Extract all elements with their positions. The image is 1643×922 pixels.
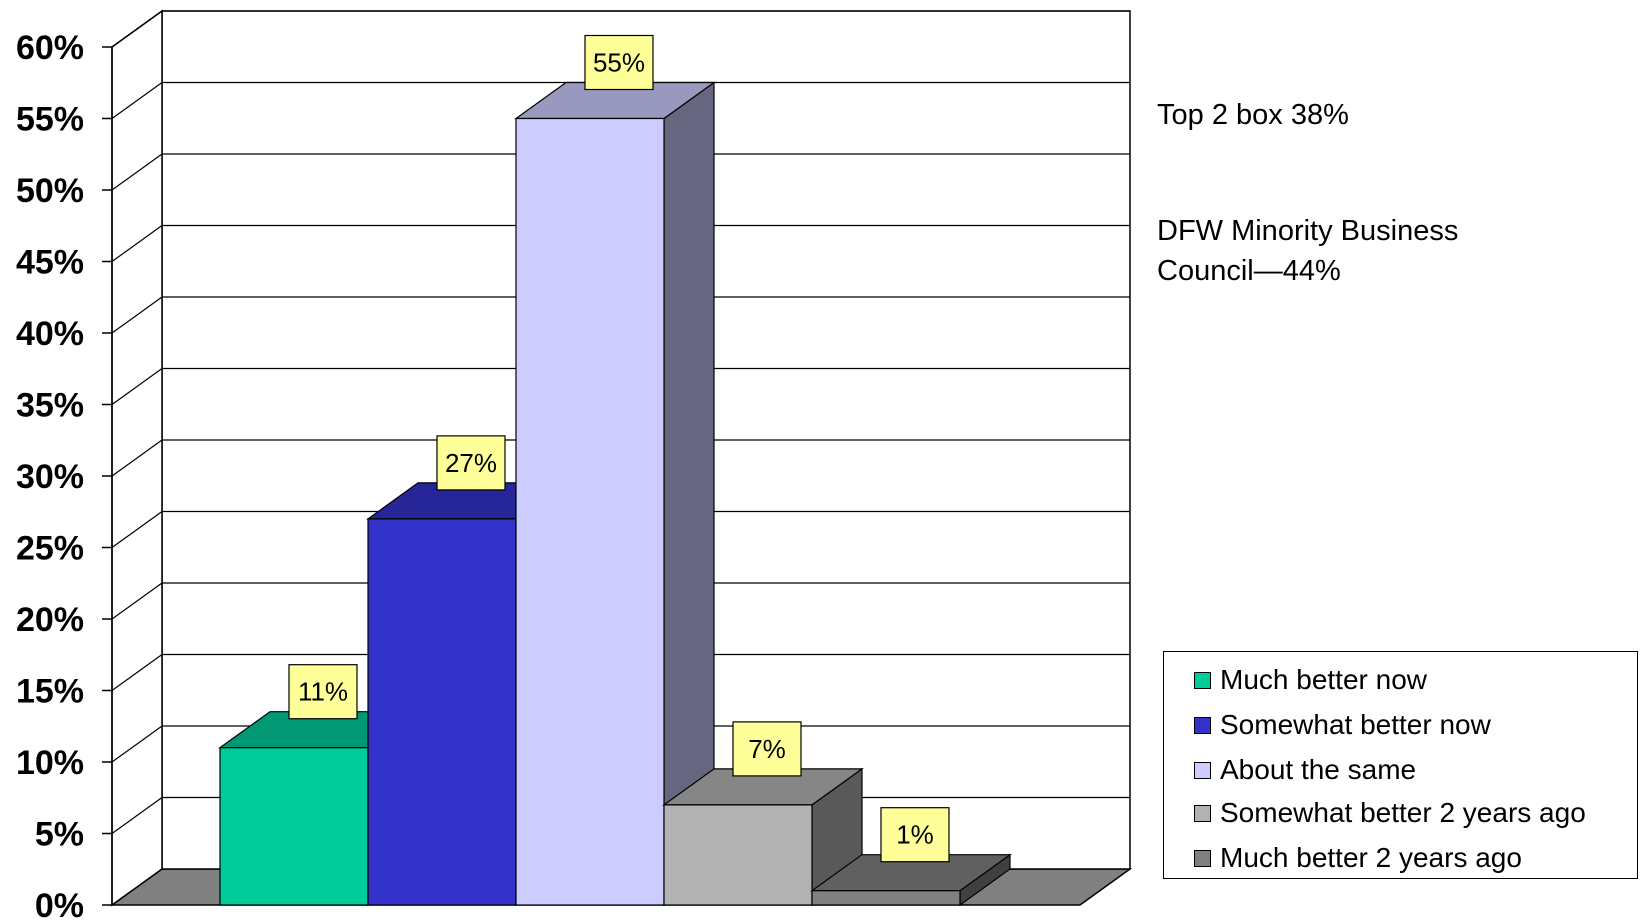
legend-label: Much better 2 years ago (1220, 842, 1522, 873)
bars (218, 81, 1012, 907)
bar-front (811, 890, 961, 906)
bar-front (515, 117, 665, 906)
legend-item-somewhat-better-now: Somewhat better now (1194, 707, 1491, 743)
legend-swatch (1194, 716, 1211, 734)
y-tick-label: 20% (16, 601, 84, 639)
gridline-side (111, 368, 163, 405)
data-label-box (584, 34, 654, 91)
data-label: 55% (584, 34, 654, 91)
gridline-side (111, 511, 163, 548)
data-label-text: 1% (896, 820, 934, 850)
data-label: 11% (288, 664, 358, 720)
y-tick-label: 30% (16, 458, 84, 496)
gridline-side (111, 797, 163, 834)
y-tick-label: 60% (16, 29, 84, 67)
legend-item-about-the-same: About the same (1194, 752, 1416, 788)
data-label-text: 27% (445, 448, 497, 478)
y-tick-label: 50% (16, 172, 84, 210)
legend-item-much-better-now: Much better now (1194, 662, 1427, 698)
annotation-top-2-box: Top 2 box 38% (1157, 99, 1349, 131)
data-label-text: 7% (748, 734, 786, 764)
data-label-text: 55% (593, 48, 645, 78)
gridline-side (111, 439, 163, 477)
data-label-box (732, 721, 802, 777)
gridline-side (111, 296, 163, 334)
legend-label: About the same (1220, 754, 1417, 785)
gridline-side (111, 725, 163, 763)
legend-swatch (1194, 849, 1211, 867)
legend-swatch (1194, 761, 1211, 779)
legend-item-somewhat-better-2-years-ago: Somewhat better 2 years ago (1194, 795, 1586, 831)
bar-front (219, 747, 369, 906)
bar (810, 853, 1012, 907)
data-label: 27% (436, 435, 506, 491)
legend-swatch (1194, 671, 1211, 689)
data-label: 1% (880, 807, 950, 863)
y-tick-label: 25% (16, 530, 84, 568)
gridline-side (111, 225, 163, 262)
legend-item-much-better-2-years-ago: Much better 2 years ago (1194, 840, 1522, 876)
legend-label: Somewhat better 2 years ago (1220, 797, 1586, 828)
data-label-box (288, 664, 358, 720)
gridline-side (111, 10, 163, 48)
legend-label: Somewhat better now (1220, 709, 1491, 740)
legend-swatch (1194, 804, 1211, 822)
gridline-side (111, 153, 163, 191)
gridline-side (111, 654, 163, 691)
data-label-box (436, 435, 506, 491)
y-tick-label: 45% (16, 244, 84, 282)
bar-front (663, 804, 813, 906)
data-label-box (880, 807, 950, 863)
data-label-text: 11% (298, 677, 348, 707)
data-label: 7% (732, 721, 802, 777)
chart-legend: Much better now Somewhat better now Abou… (1163, 651, 1638, 879)
legend-label: Much better now (1220, 664, 1427, 695)
y-tick-label: 0% (35, 887, 84, 922)
y-tick-label: 40% (16, 315, 84, 353)
bar (514, 81, 716, 907)
y-tick-label: 15% (16, 673, 84, 711)
y-tick-label: 55% (16, 101, 84, 139)
annotation-dfw-council: DFW Minority Business Council—44% (1157, 215, 1459, 287)
bar-front (367, 518, 517, 906)
y-tick-label: 10% (16, 744, 84, 782)
y-tick-label: 5% (35, 816, 84, 854)
gridline-side (111, 82, 163, 119)
y-tick-label: 35% (16, 387, 84, 425)
gridline-side (111, 582, 163, 620)
